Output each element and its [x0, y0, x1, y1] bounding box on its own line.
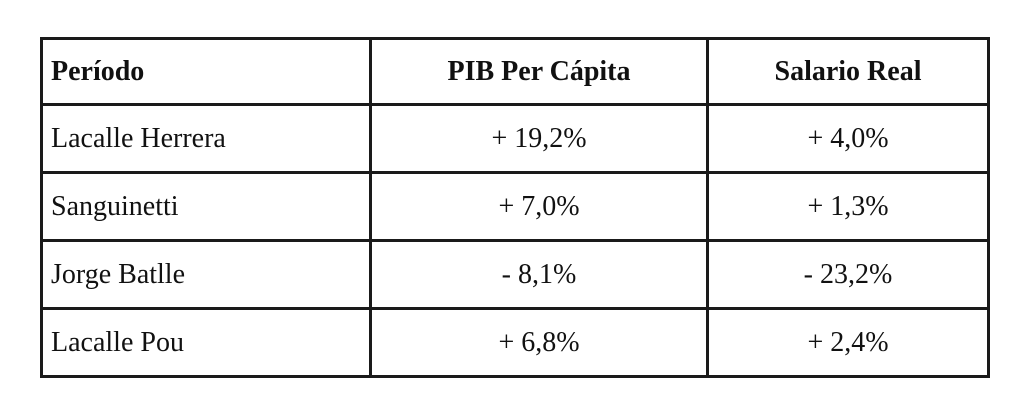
table-cell: + 4,0% [706, 103, 990, 174]
header-cell: PIB Per Cápita [369, 37, 709, 106]
table-cell: Jorge Batlle [40, 239, 372, 310]
table-cell: - 8,1% [369, 239, 709, 310]
data-table: Período PIB Per Cápita Salario Real Lacall… [40, 37, 990, 378]
table-row: Lacalle Pou + 6,8% + 2,4% [40, 307, 990, 378]
table-row: Sanguinetti + 7,0% + 1,3% [40, 171, 990, 242]
table-cell: Lacalle Pou [40, 307, 372, 378]
header-cell: Salario Real [706, 37, 990, 106]
header-cell: Período [40, 37, 372, 106]
table-row: Lacalle Herrera + 19,2% + 4,0% [40, 103, 990, 174]
table-header: Período PIB Per Cápita Salario Real [40, 37, 990, 106]
table-row: Jorge Batlle - 8,1% - 23,2% [40, 239, 990, 310]
table-cell: - 23,2% [706, 239, 990, 310]
table-cell: + 6,8% [369, 307, 709, 378]
header-row: Período PIB Per Cápita Salario Real [40, 37, 990, 106]
table-cell: + 7,0% [369, 171, 709, 242]
table-cell: + 2,4% [706, 307, 990, 378]
table-cell: Lacalle Herrera [40, 103, 372, 174]
table-cell: + 1,3% [706, 171, 990, 242]
table-body: Lacalle Herrera + 19,2% + 4,0% Sanguinetti +… [40, 103, 990, 378]
table-cell: Sanguinetti [40, 171, 372, 242]
table-cell: + 19,2% [369, 103, 709, 174]
